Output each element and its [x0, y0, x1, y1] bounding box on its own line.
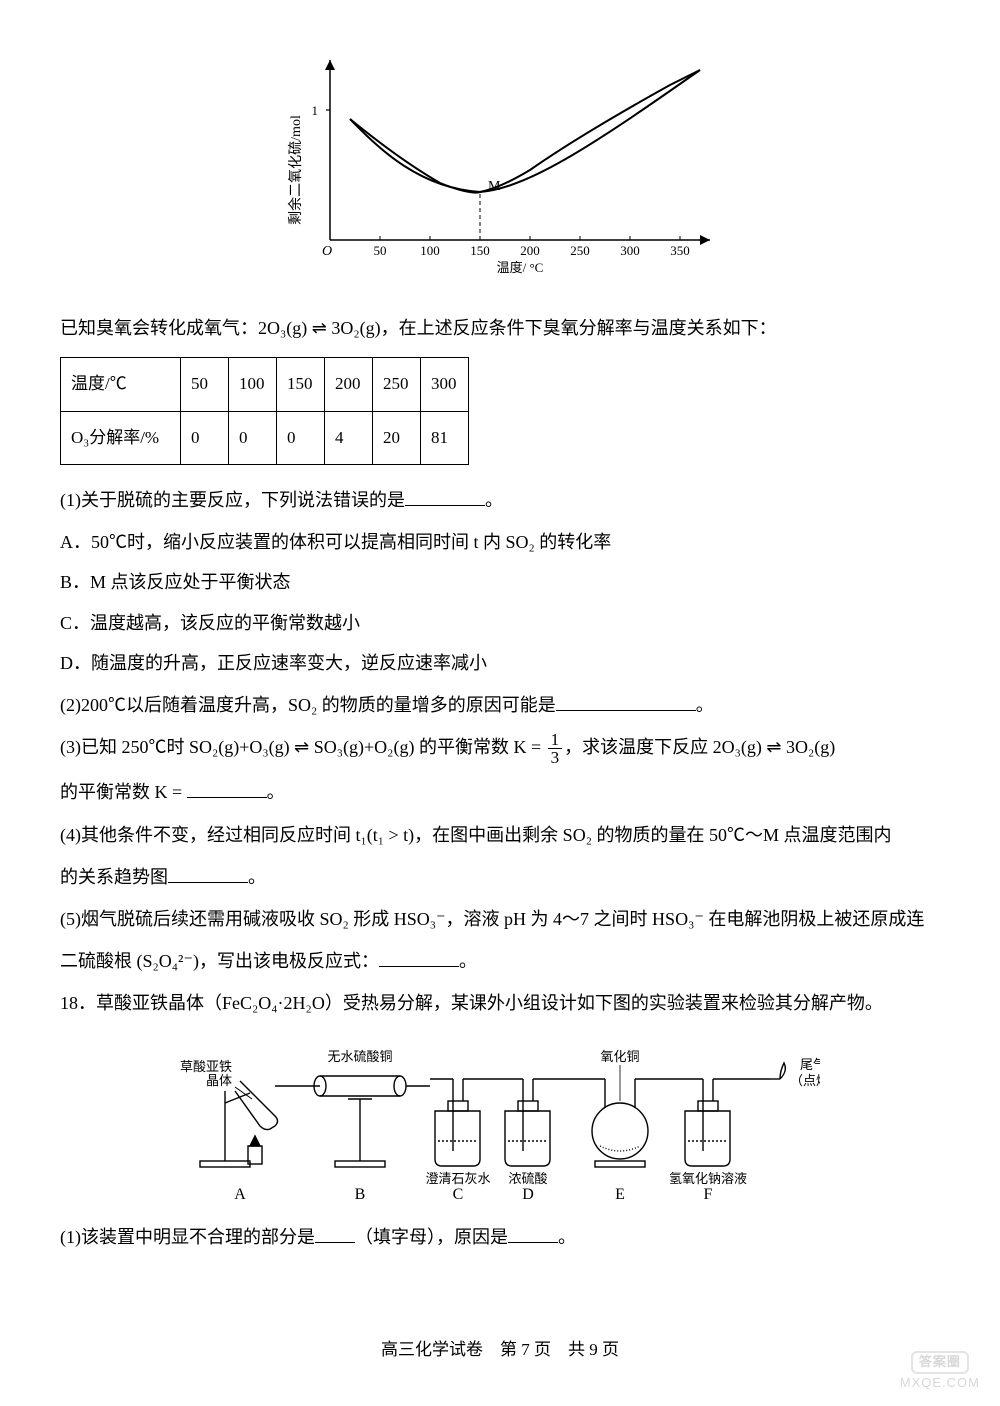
label-tail2: （点燃） [790, 1073, 820, 1088]
table-row: 温度/℃ 50 100 150 200 250 300 [61, 358, 469, 411]
bottom-a: A [234, 1186, 246, 1201]
blank [556, 691, 696, 711]
svg-text:300: 300 [620, 243, 640, 258]
label-tail1: 尾气 [800, 1057, 820, 1072]
q18-sub1: (1)该装置中明显不合理的部分是（填字母），原因是。 [60, 1220, 940, 1254]
label-cuso4: 无水硫酸铜 [327, 1049, 392, 1064]
x-axis-label: 温度/ °C [497, 260, 544, 275]
bottom-d: D [522, 1186, 534, 1201]
q1-stem: (1)关于脱硫的主要反应，下列说法错误的是。 [60, 483, 940, 517]
blank [187, 779, 267, 799]
blank [508, 1223, 558, 1243]
label-naoh: 氢氧化钠溶液 [669, 1171, 747, 1186]
svg-text:200: 200 [520, 243, 540, 258]
svg-text:250: 250 [570, 243, 590, 258]
svg-text:350: 350 [670, 243, 690, 258]
q3-tail: 的平衡常数 K = 。 [60, 775, 940, 809]
apparatus-diagram: 草酸亚铁 晶体 无水硫酸铜 [60, 1031, 940, 1212]
opt-b: B．M 点该反应处于平衡状态 [60, 565, 940, 599]
svg-text:100: 100 [420, 243, 440, 258]
th-temp: 温度/℃ [61, 358, 181, 411]
q5-line2: 二硫酸根 (S₂O₄²⁻)，写出该电极反应式：。 [60, 944, 940, 978]
device-c [430, 1079, 500, 1166]
so2-chart: 1 剩余二氧化硫/mol O 50 100 150 200 250 300 35… [60, 40, 940, 291]
device-f [680, 1079, 770, 1166]
fraction: 13 [548, 731, 563, 768]
label-lime: 澄清石灰水 [425, 1171, 490, 1186]
opt-d: D．随温度的升高，正反应速率变大，逆反应速率减小 [60, 646, 940, 680]
bottom-b: B [355, 1186, 366, 1201]
y-axis-label: 剩余二氧化硫/mol [287, 115, 304, 225]
svg-text:150: 150 [470, 243, 490, 258]
th-rate: O₃分解率/% [61, 411, 181, 464]
label-cuo: 氧化铜 [600, 1049, 639, 1064]
ozone-table: 温度/℃ 50 100 150 200 250 300 O₃分解率/% 0 0 … [60, 357, 469, 465]
label-h2so4: 浓硫酸 [508, 1171, 547, 1186]
blank [315, 1223, 355, 1243]
blank [405, 486, 485, 506]
q18-stem: 18．草酸亚铁晶体（FeC₂O₄·2H₂O）受热易分解，某课外小组设计如下图的实… [60, 986, 940, 1020]
q2: (2)200℃以后随着温度升高，SO₂ 的物质的量增多的原因可能是。 [60, 688, 940, 722]
svg-text:50: 50 [374, 243, 387, 258]
q3: (3)已知 250℃时 SO₂(g)+O₃(g) ⇌ SO₃(g)+O₂(g) … [60, 730, 940, 767]
bottom-f: F [704, 1186, 713, 1201]
tail-gas [770, 1063, 785, 1079]
bottom-c: C [453, 1186, 464, 1201]
curve [350, 70, 700, 193]
intro-text: 已知臭氧会转化成氧气：2O₃(g) ⇌ 3O₂(g)，在上述反应条件下臭氧分解率… [60, 311, 940, 345]
y-tick-1: 1 [312, 103, 319, 118]
table-row: O₃分解率/% 0 0 0 4 20 81 [61, 411, 469, 464]
watermark: 答案圈 MXQE.COM [900, 1351, 980, 1390]
q5-line1: (5)烟气脱硫后续还需用碱液吸收 SO₂ 形成 HSO₃⁻，溶液 pH 为 4～… [60, 902, 940, 936]
opt-a: A．50℃时，缩小反应装置的体积可以提高相同时间 t 内 SO₂ 的转化率 [60, 525, 940, 559]
label-fe: 草酸亚铁 [180, 1059, 232, 1074]
device-b [314, 1076, 406, 1167]
blank [379, 947, 459, 967]
device-d [500, 1079, 580, 1166]
page-footer: 高三化学试卷 第 7 页 共 9 页 [0, 1334, 1000, 1366]
blank [168, 863, 248, 883]
device-a [200, 1081, 320, 1167]
q4-pre: (4)其他条件不变，经过相同反应时间 t₁(t₁ > t)，在图中画出剩余 SO… [60, 818, 940, 852]
opt-c: C．温度越高，该反应的平衡常数越小 [60, 606, 940, 640]
bottom-e: E [615, 1186, 625, 1201]
origin-label: O [322, 244, 332, 259]
q4-tail: 的关系趋势图。 [60, 860, 940, 894]
label-fe2: 晶体 [206, 1073, 232, 1088]
m-point-label: M [488, 179, 501, 194]
device-e [580, 1079, 680, 1167]
